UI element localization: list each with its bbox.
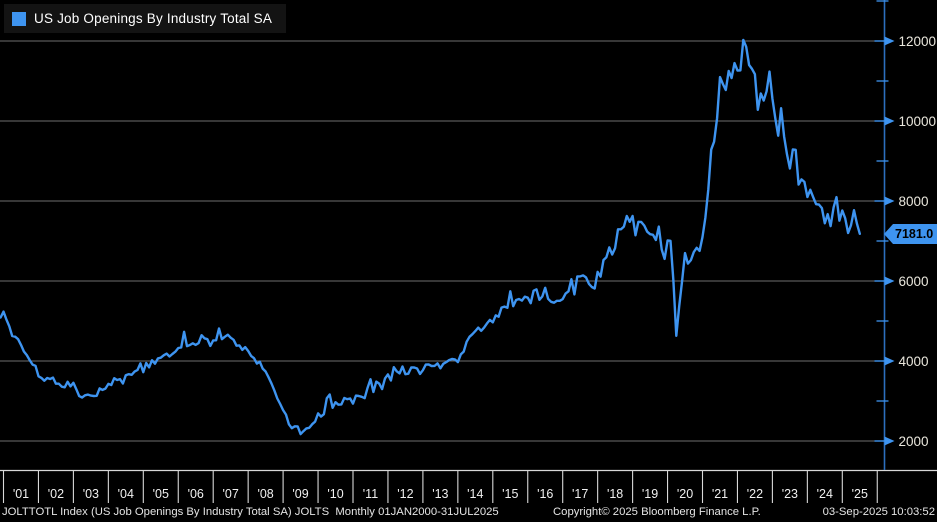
year-label: '15 <box>502 487 518 501</box>
series-swatch-icon <box>12 11 26 26</box>
year-label: '20 <box>677 487 693 501</box>
security-description: JOLTTOTL Index (US Job Openings By Indus… <box>2 506 499 518</box>
y-tick-arrow-icon <box>884 36 895 46</box>
year-label: '14 <box>467 487 483 501</box>
year-label: '02 <box>48 487 64 501</box>
year-label: '23 <box>782 487 798 501</box>
y-axis-label: 4000 <box>899 354 929 369</box>
year-label: '11 <box>363 487 378 501</box>
year-label: '16 <box>537 487 553 501</box>
year-label: '18 <box>607 487 623 501</box>
badge-arrow-icon <box>884 223 893 244</box>
series-label: US Job Openings By Industry Total SA <box>34 11 273 26</box>
y-axis-label: 6000 <box>899 274 929 289</box>
y-axis-label: 12000 <box>899 34 937 49</box>
year-label: '21 <box>712 487 728 501</box>
year-label: '05 <box>153 487 169 501</box>
y-axis-label: 2000 <box>899 434 929 449</box>
year-label: '06 <box>188 487 204 501</box>
y-axis-label: 8000 <box>899 194 929 209</box>
copyright-text: Copyright© 2025 Bloomberg Finance L.P. <box>553 506 761 518</box>
year-label: '25 <box>852 487 868 501</box>
y-tick-arrow-icon <box>884 436 895 446</box>
series-line <box>0 38 861 436</box>
y-tick-arrow-icon <box>884 276 895 286</box>
year-label: '01 <box>13 487 29 501</box>
year-label: '10 <box>327 487 343 501</box>
status-bar: JOLTTOTL Index (US Job Openings By Indus… <box>0 506 937 522</box>
year-label: '17 <box>572 487 588 501</box>
year-label: '03 <box>83 487 99 501</box>
last-value-text: 7181.0 <box>893 223 937 244</box>
y-tick-arrow-icon <box>884 196 895 206</box>
y-axis-label: 10000 <box>899 114 937 129</box>
plot-area[interactable] <box>0 0 885 470</box>
year-label: '09 <box>292 487 308 501</box>
timestamp: 03-Sep-2025 10:03:52 <box>822 506 935 518</box>
year-label: '19 <box>642 487 658 501</box>
last-value-badge: 7181.0 <box>884 223 937 244</box>
y-tick-arrow-icon <box>884 356 895 366</box>
year-label: '04 <box>118 487 134 501</box>
year-label: '13 <box>432 487 448 501</box>
chart-legend[interactable]: US Job Openings By Industry Total SA <box>4 4 287 33</box>
y-tick-arrow-icon <box>884 116 895 126</box>
year-label: '22 <box>747 487 763 501</box>
year-label: '24 <box>817 487 833 501</box>
year-label: '07 <box>223 487 239 501</box>
year-label: '12 <box>397 487 413 501</box>
year-label: '08 <box>257 487 273 501</box>
